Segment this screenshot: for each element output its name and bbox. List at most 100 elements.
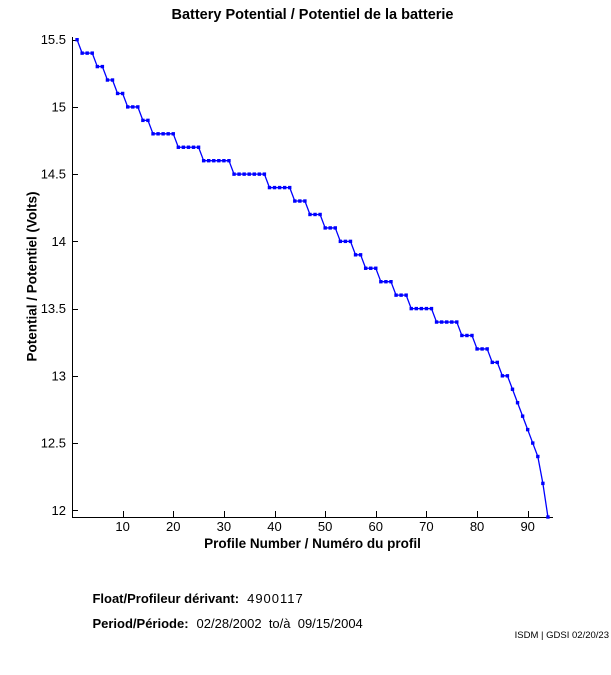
x-tick-label: 70 — [419, 519, 433, 534]
data-point-marker — [358, 253, 363, 257]
data-point-marker — [141, 118, 145, 123]
data-point-marker — [439, 320, 444, 324]
data-point-marker — [85, 51, 89, 55]
data-point-marker — [510, 387, 515, 391]
data-point-marker — [541, 481, 545, 486]
x-axis-label: Profile Number / Numéro du profil — [204, 536, 421, 551]
data-point-marker — [115, 91, 120, 96]
data-markers — [75, 37, 550, 519]
data-point-marker — [176, 145, 181, 149]
data-point-marker — [475, 347, 479, 351]
data-point-marker — [389, 280, 393, 284]
x-tick-label: 60 — [369, 519, 383, 534]
data-point-marker — [257, 172, 262, 176]
data-point-marker — [429, 306, 434, 311]
data-point-marker — [525, 427, 530, 432]
y-tick-label: 13 — [52, 368, 66, 383]
data-point-marker — [272, 185, 277, 190]
data-point-marker — [313, 212, 317, 217]
float-label: Float/Profileur dérivant: — [92, 591, 240, 606]
data-point-marker — [308, 212, 312, 217]
data-point-marker — [323, 226, 327, 230]
data-point-marker — [191, 145, 196, 149]
x-tick-label: 30 — [217, 519, 231, 534]
data-point-marker — [151, 132, 155, 136]
data-point-marker — [363, 266, 368, 270]
data-point-marker — [485, 347, 489, 351]
data-point-marker — [75, 37, 79, 42]
data-point-marker — [288, 185, 292, 190]
period-value: 02/28/2002 to/à 09/15/2004 — [196, 616, 363, 631]
data-point-marker — [536, 454, 540, 459]
data-point-marker — [374, 266, 378, 270]
data-point-marker — [222, 158, 226, 163]
y-tick-label: 13.5 — [41, 301, 66, 316]
data-point-marker — [379, 280, 383, 284]
data-point-marker — [212, 158, 216, 163]
data-point-marker — [455, 320, 459, 324]
data-point-marker — [333, 226, 337, 230]
data-point-marker — [293, 199, 297, 203]
data-point-marker — [414, 306, 418, 311]
x-tick-label: 40 — [267, 519, 281, 534]
data-point-marker — [515, 401, 520, 405]
axis-lines — [72, 37, 553, 518]
y-tick-label: 15.5 — [41, 32, 66, 47]
data-point-marker — [394, 293, 398, 297]
data-point-marker — [100, 64, 105, 69]
period-info-line: Period/Période: 02/28/2002 to/à 09/15/200… — [78, 601, 363, 646]
data-point-marker — [267, 185, 272, 190]
data-point-marker — [318, 212, 322, 217]
data-point-marker — [166, 132, 170, 136]
data-point-marker — [90, 51, 94, 55]
agency-stamp: ISDM | GDSI 02/20/23 — [514, 630, 609, 641]
data-point-marker — [470, 333, 474, 338]
data-point-marker — [328, 226, 332, 230]
data-point-marker — [369, 266, 373, 270]
float-info-line: Float/Profileur dérivant: 4900117 — [78, 576, 304, 621]
y-tick-label: 12.5 — [41, 436, 66, 451]
data-point-marker — [353, 253, 358, 257]
data-point-marker — [399, 293, 403, 297]
period-label: Period/Période: — [92, 616, 189, 631]
data-point-marker — [186, 145, 191, 149]
data-point-marker — [247, 172, 251, 176]
battery-potential-chart: 10 20 30 40 50 60 70 80 90 12 12.5 13 13.5 14 14.5 15 15… — [41, 32, 553, 534]
data-point-marker — [181, 145, 186, 149]
x-tick-label: 10 — [115, 519, 129, 534]
data-point-marker — [80, 51, 84, 55]
data-point-marker — [201, 158, 206, 163]
data-point-marker — [500, 374, 505, 378]
x-tick-label: 20 — [166, 519, 180, 534]
data-point-marker — [424, 306, 429, 311]
data-point-marker — [460, 333, 464, 338]
data-point-marker — [262, 172, 267, 176]
data-point-marker — [161, 132, 165, 136]
data-point-marker — [546, 515, 550, 519]
data-point-marker — [156, 132, 160, 136]
data-point-marker — [450, 320, 454, 324]
data-point-marker — [520, 414, 525, 418]
data-point-marker — [146, 118, 150, 123]
data-point-marker — [207, 158, 211, 163]
battery-potential-line — [76, 39, 549, 518]
data-point-marker — [171, 132, 175, 136]
data-point-marker — [110, 78, 115, 82]
data-point-marker — [277, 185, 282, 190]
data-point-marker — [531, 441, 535, 445]
data-point-marker — [409, 306, 413, 311]
data-point-marker — [434, 320, 439, 324]
data-point-marker — [338, 239, 343, 244]
data-point-marker — [136, 105, 140, 109]
data-point-marker — [196, 145, 201, 149]
data-point-marker — [419, 306, 424, 311]
data-point-marker — [465, 333, 469, 338]
data-point-marker — [298, 199, 302, 203]
data-point-marker — [131, 105, 135, 109]
data-point-marker — [444, 320, 449, 324]
data-point-marker — [490, 360, 494, 365]
data-point-marker — [125, 105, 130, 109]
y-tick-label: 12 — [52, 503, 66, 518]
y-tick-label: 14.5 — [41, 167, 66, 182]
